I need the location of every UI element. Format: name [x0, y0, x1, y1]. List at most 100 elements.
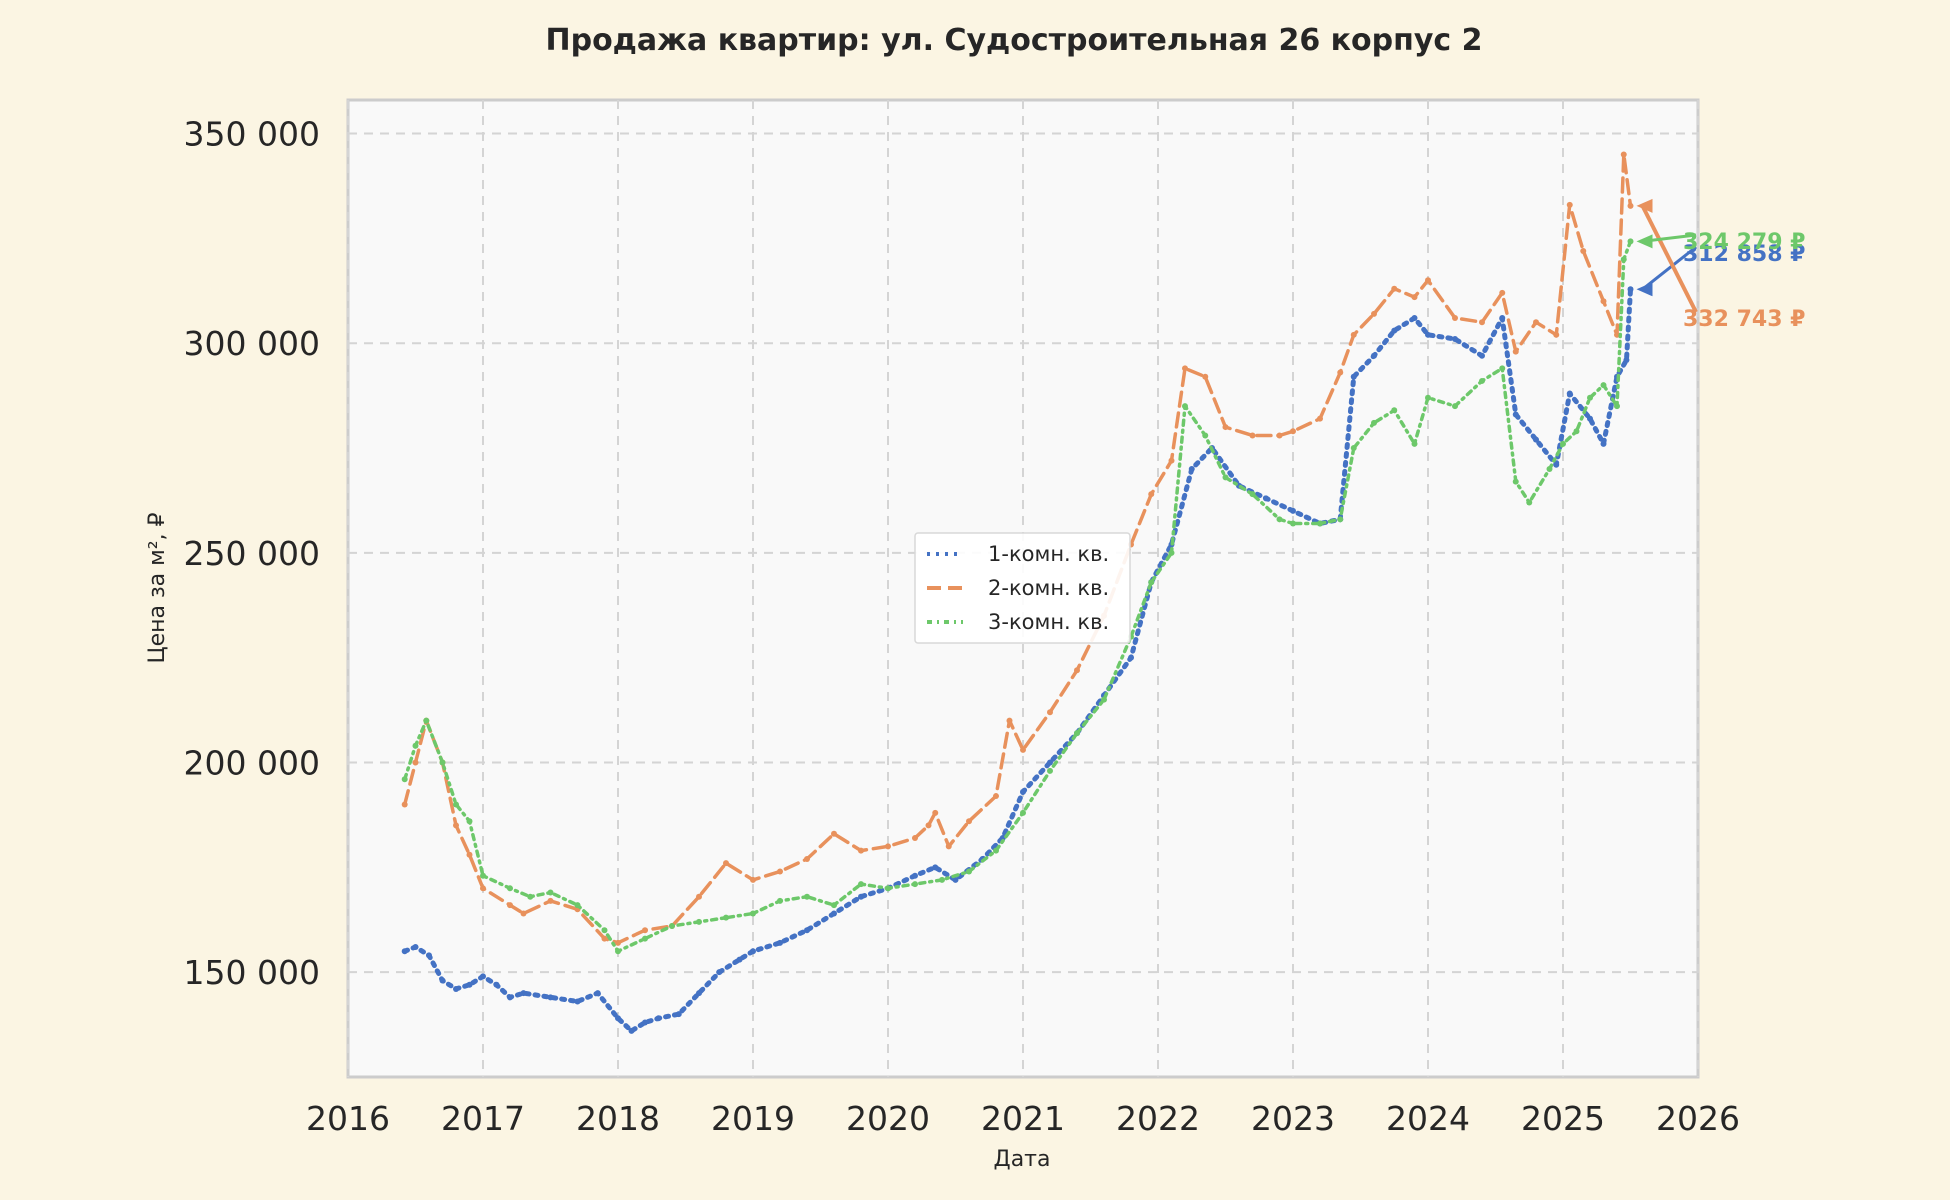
data-point [1627, 202, 1634, 209]
series-line-3 [402, 239, 1633, 953]
data-point [601, 935, 608, 942]
data-point [1202, 432, 1209, 439]
annotation-arrow [1640, 205, 1698, 313]
y-tick-labels: 150 000 200 000 250 000 300 000 350 000 [184, 115, 320, 993]
data-point [628, 1027, 635, 1034]
data-point [1047, 759, 1053, 766]
data-point [939, 876, 945, 883]
data-point [547, 994, 554, 1001]
data-point [1371, 352, 1377, 359]
data-point [480, 973, 486, 980]
data-point [1371, 419, 1377, 426]
y-axis-label: Цена за м², ₽ [145, 512, 170, 663]
data-point [1047, 767, 1053, 774]
data-point [547, 889, 554, 896]
data-point [716, 969, 723, 976]
data-point [925, 822, 932, 829]
annotation-arrowhead [1636, 234, 1653, 249]
annotation-label: 332 743 ₽ [1683, 307, 1805, 332]
data-point [777, 868, 783, 875]
y-tick-label: 250 000 [184, 534, 320, 573]
data-point [675, 1011, 682, 1018]
data-point [453, 822, 459, 829]
data-point [520, 990, 527, 997]
data-point [1350, 331, 1357, 338]
data-point [1188, 465, 1195, 472]
data-point [1566, 390, 1573, 397]
x-tick-label: 2017 [441, 1099, 525, 1138]
data-point [750, 876, 756, 883]
x-tick-label: 2021 [981, 1099, 1065, 1138]
data-point [1533, 319, 1539, 326]
data-point [601, 927, 608, 934]
data-point [777, 939, 783, 946]
data-point [1168, 549, 1175, 556]
data-point [1047, 709, 1053, 716]
data-point [885, 843, 891, 850]
data-point [966, 818, 972, 825]
data-point [1290, 507, 1296, 514]
annotation-label: 312 858 ₽ [1683, 242, 1805, 267]
data-point [932, 809, 939, 816]
data-point [642, 935, 648, 942]
data-point [507, 902, 513, 909]
data-point [912, 834, 918, 841]
x-tick-label: 2018 [576, 1099, 660, 1138]
data-point [1276, 432, 1283, 439]
data-point [1391, 285, 1398, 292]
data-point [1411, 440, 1418, 447]
data-point [945, 843, 952, 850]
data-point [1623, 356, 1630, 363]
data-point [696, 990, 702, 997]
legend-box [914, 532, 1131, 644]
grid [347, 100, 1699, 1077]
x-tick-label: 2020 [846, 1099, 930, 1138]
data-point [831, 910, 837, 917]
data-point [885, 885, 891, 892]
data-point [1148, 579, 1155, 586]
x-tick-label: 2026 [1656, 1099, 1740, 1138]
data-point [466, 981, 473, 988]
y-tick-label: 350 000 [184, 115, 320, 154]
data-point [401, 948, 408, 955]
data-point [547, 897, 554, 904]
data-point [453, 801, 459, 808]
x-tick-label: 2019 [711, 1099, 795, 1138]
data-point [1452, 336, 1458, 343]
data-point [1479, 319, 1485, 326]
data-point [615, 1015, 621, 1022]
data-point [412, 759, 419, 766]
data-point [1620, 151, 1627, 158]
annotation-arrowhead [1636, 198, 1653, 213]
data-point [1627, 286, 1634, 293]
data-point [507, 885, 513, 892]
data-point [574, 998, 581, 1005]
data-point [1101, 696, 1107, 703]
data-point [750, 910, 756, 917]
data-point [993, 793, 999, 800]
data-point [594, 990, 601, 997]
data-point [1020, 809, 1026, 816]
series-line-2 [402, 152, 1633, 945]
data-point [439, 759, 446, 766]
data-point [1350, 445, 1357, 452]
data-point [1425, 394, 1431, 401]
data-point [1317, 415, 1323, 422]
annotation-arrow [1641, 245, 1697, 291]
data-point [1566, 201, 1573, 208]
data-point [1222, 424, 1229, 431]
x-tick-label: 2023 [1251, 1099, 1335, 1138]
data-point [1526, 499, 1533, 506]
data-point [858, 881, 864, 888]
x-tick-label: 2025 [1521, 1099, 1605, 1138]
data-point [1560, 440, 1566, 447]
data-point [932, 864, 939, 871]
x-tick-label: 2016 [306, 1099, 390, 1138]
data-point [1290, 428, 1296, 435]
data-point [1533, 436, 1539, 443]
data-point [507, 994, 513, 1001]
data-point [1499, 315, 1506, 322]
data-point [1452, 403, 1458, 410]
data-point [1020, 746, 1026, 753]
data-point [615, 948, 621, 955]
